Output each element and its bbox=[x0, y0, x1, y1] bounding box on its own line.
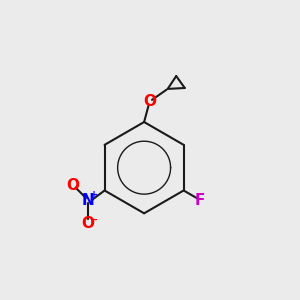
Text: F: F bbox=[195, 193, 206, 208]
Text: O: O bbox=[82, 215, 94, 230]
Text: +: + bbox=[90, 190, 99, 200]
Text: O: O bbox=[143, 94, 156, 109]
Text: O: O bbox=[67, 178, 80, 193]
Text: N: N bbox=[82, 193, 94, 208]
Text: −: − bbox=[90, 215, 99, 225]
